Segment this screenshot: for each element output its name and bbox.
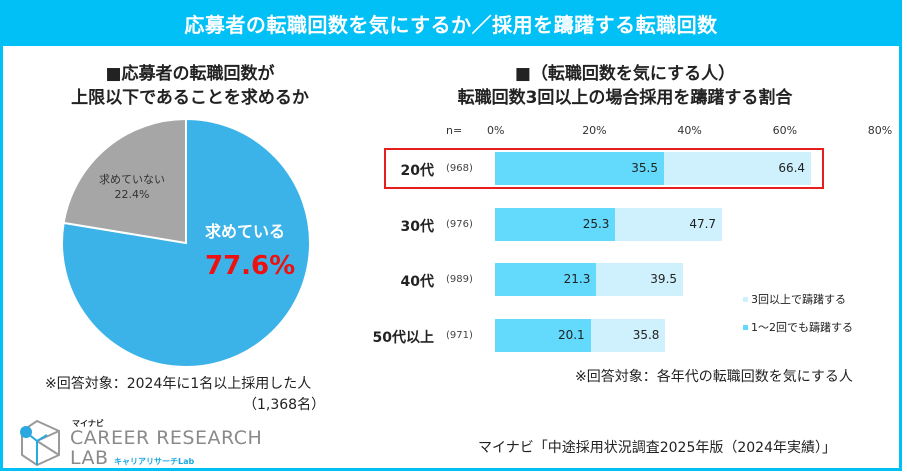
legend: 3回以上で躊躇する 1～2回でも躊躇する <box>743 290 853 336</box>
bar-1to2 <box>495 152 664 185</box>
row-sample-size: (968) <box>446 163 473 174</box>
highlight-box-20s <box>384 148 824 189</box>
bar-value-1to2: 35.5 <box>631 161 658 175</box>
bar-1to2 <box>495 208 616 241</box>
bar-value-3plus: 35.8 <box>632 328 660 342</box>
logo-line2: LAB <box>70 447 109 469</box>
bar-value-3plus: 39.5 <box>650 272 678 286</box>
row-label: 50代以上 <box>372 330 434 346</box>
logo-brand: マイナビ <box>72 419 104 428</box>
row-label: 20代 <box>400 163 434 179</box>
x-tick-label: 60% <box>772 124 798 137</box>
logo-line1: CAREER RESEARCH <box>70 427 263 449</box>
legend-swatch-dark <box>743 324 748 330</box>
legend-swatch-light <box>743 296 748 302</box>
bar-value-1to2: 20.1 <box>557 328 585 342</box>
bar-title-line2: 転職回数3回以上の場合採用を躊躇する割合 <box>457 88 793 108</box>
pie-chart-title: ■応募者の転職回数が 上限以下であることを求めるか <box>40 62 340 110</box>
legend-item-1to2: 1～2回でも躊躇する <box>743 318 853 336</box>
row-sample-size: (989) <box>446 274 473 285</box>
pie-chart <box>61 117 311 368</box>
pie-title-line2: 上限以下であることを求めるか <box>71 88 309 108</box>
bar-value-3plus: 47.7 <box>689 217 717 231</box>
bar-1to2 <box>495 319 591 352</box>
logo-kana: キャリアリサーチLab <box>114 457 195 466</box>
pie-note-count: （1,368名） <box>243 397 326 413</box>
n-label: n= <box>446 124 463 137</box>
x-tick-label: 20% <box>582 124 607 137</box>
pie-label-no-text: 求めていない <box>99 173 165 186</box>
row-sample-size: (976) <box>446 219 473 230</box>
pie-title-line1: ■応募者の転職回数が <box>105 64 275 84</box>
page-title: 応募者の転職回数を気にするか／採用を躊躇する転職回数 <box>0 0 902 46</box>
row-label: 40代 <box>400 274 434 290</box>
career-research-lab-logo-icon <box>17 415 77 467</box>
legend-item-3plus: 3回以上で躊躇する <box>743 290 853 308</box>
bar-value-1to2: 25.3 <box>582 217 610 231</box>
legend-label-3plus: 3回以上で躊躇する <box>751 293 846 306</box>
bar-value-3plus: 66.4 <box>778 161 806 175</box>
bar-note: ※回答対象：各年代の転職回数を気にする人 <box>575 369 853 385</box>
pie-label-no-value: 22.4% <box>114 188 150 201</box>
row-sample-size: (971) <box>446 330 473 341</box>
pie-value-required: 77.6% <box>205 251 296 281</box>
bar-chart-title: ■（転職回数を気にする人） 転職回数3回以上の場合採用を躊躇する割合 <box>440 62 810 110</box>
pie-slice-required <box>61 117 311 368</box>
bar-1to2 <box>495 263 597 296</box>
bar-title-line1: ■（転職回数を気にする人） <box>514 64 736 84</box>
x-tick-label: 80% <box>867 124 893 137</box>
row-label: 30代 <box>400 219 434 235</box>
pie-slice-not-required <box>62 117 187 245</box>
legend-label-1to2: 1～2回でも躊躇する <box>751 321 853 334</box>
pie-label-required: 求めている <box>205 222 286 241</box>
pie-note: ※回答対象：2024年に1名以上採用した人 <box>45 376 312 392</box>
pie-label-not-required: 求めていない 22.4% <box>92 172 172 202</box>
bar-value-1to2: 21.3 <box>563 272 591 286</box>
x-tick-label: 40% <box>677 124 702 137</box>
source-citation: マイナビ「中途採用状況調査2025年版（2024年実績）」 <box>478 440 836 456</box>
x-tick-label: 0% <box>487 124 505 137</box>
